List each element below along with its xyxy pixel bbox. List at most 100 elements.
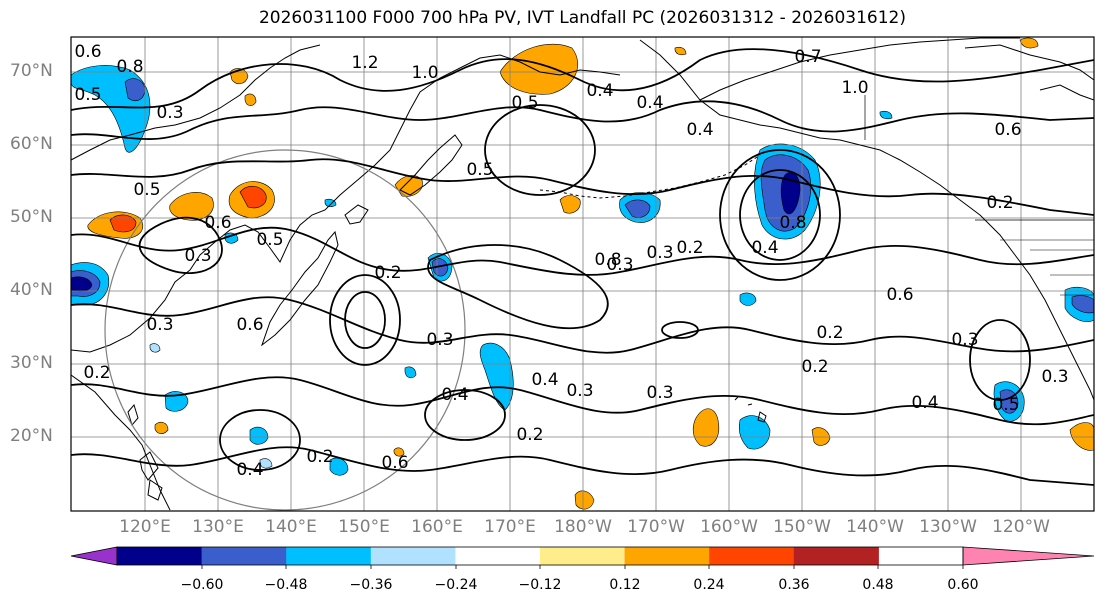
shaded-region	[259, 458, 273, 469]
shaded-region	[224, 232, 239, 244]
contour-label: 0.6	[204, 213, 231, 233]
colorbar-tick-label: 0.12	[609, 577, 641, 593]
shaded-fills	[71, 37, 1094, 510]
contour-label: 0.4	[686, 120, 713, 140]
colorbar-tick-label: 0.48	[862, 577, 894, 593]
shaded-region	[780, 171, 801, 215]
contour-label: 0.2	[816, 323, 843, 343]
colorbar-tick-label: 0.24	[693, 577, 725, 593]
contour-label: 0.5	[511, 93, 538, 113]
lon-label-130e: 130°E	[192, 517, 244, 537]
contour-label: 1.0	[841, 78, 868, 98]
gridlines	[71, 37, 1094, 511]
contour-label: 0.3	[184, 246, 211, 266]
shaded-region	[574, 490, 595, 510]
lat-label-50n: 50°N	[10, 207, 53, 227]
lon-label-150w: 150°W	[773, 517, 831, 537]
shaded-region	[879, 110, 893, 120]
shaded-region	[559, 195, 581, 214]
shaded-region	[674, 46, 687, 56]
colorbar-segment	[540, 547, 626, 565]
contour-label: 0.6	[994, 120, 1021, 140]
contour-label: 0.4	[751, 238, 778, 258]
colorbar	[70, 546, 1095, 569]
contour-label: 0.3	[426, 330, 453, 350]
contour-label: 0.3	[1041, 367, 1068, 387]
contour-label: 0.2	[83, 363, 110, 383]
contour-label: 0.3	[156, 103, 183, 123]
colorbar-segment	[793, 547, 879, 565]
contour-label: 0.5	[256, 230, 283, 250]
colorbar-segment	[455, 547, 541, 565]
colorbar-tick-label: −0.48	[264, 577, 308, 593]
shaded-region	[739, 292, 757, 306]
contour-label: 1.0	[411, 63, 438, 83]
shaded-region	[811, 427, 831, 446]
lon-label-170e: 170°E	[484, 517, 536, 537]
coastlines	[71, 37, 1094, 511]
colorbar-tick-label: 0.36	[778, 577, 810, 593]
contour-label: 0.6	[74, 42, 101, 62]
contour-label: 0.4	[911, 393, 938, 413]
shaded-region	[244, 93, 257, 106]
contour-label: 0.2	[801, 357, 828, 377]
contour-label: 0.8	[594, 250, 621, 270]
contour-label: 0.3	[146, 315, 173, 335]
colorbar-extend-min	[70, 546, 118, 566]
colorbar-segment	[624, 547, 710, 565]
contour-label: 0.2	[374, 263, 401, 283]
shaded-region	[124, 78, 146, 101]
colorbar-tick-label: −0.24	[434, 577, 478, 593]
contour-label: 0.2	[516, 425, 543, 445]
shaded-region	[154, 421, 169, 434]
contour-label: 0.3	[646, 383, 673, 403]
shaded-region	[109, 214, 137, 233]
pv-contours	[71, 48, 1094, 486]
contour-label: 0.4	[586, 81, 613, 101]
lon-label-180w: 180°W	[554, 517, 612, 537]
lon-label-140e: 140°E	[265, 517, 317, 537]
contour-label: 0.5	[992, 395, 1019, 415]
shaded-region	[149, 343, 161, 353]
colorbar-tick-label: 0.60	[947, 577, 979, 593]
plot-frame	[70, 36, 1095, 512]
colorbar-tick-label: −0.12	[518, 577, 562, 593]
contour-label: 0.8	[116, 57, 143, 77]
contour-label: 0.5	[466, 160, 493, 180]
lat-label-60n: 60°N	[10, 134, 53, 154]
lon-label-160w: 160°W	[700, 517, 758, 537]
lat-label-30n: 30°N	[10, 353, 53, 373]
shaded-region	[1071, 295, 1094, 314]
colorbar-segment	[370, 547, 456, 565]
contour-label: 0.4	[236, 460, 263, 480]
shaded-region	[738, 415, 771, 450]
great-circle	[104, 149, 466, 511]
contour-label: 0.4	[441, 385, 468, 405]
shaded-region	[169, 192, 214, 221]
contour-label: 0.5	[74, 85, 101, 105]
colorbar-tick-label: −0.36	[349, 577, 393, 593]
lat-label-20n: 20°N	[10, 426, 53, 446]
contour-label: 0.8	[779, 213, 806, 233]
lon-label-140w: 140°W	[846, 517, 904, 537]
contour-label: 0.3	[646, 243, 673, 263]
lon-label-160e: 160°E	[411, 517, 463, 537]
colorbar-segment	[117, 547, 203, 565]
lon-label-120w: 120°W	[992, 517, 1050, 537]
shaded-region	[393, 447, 405, 457]
shaded-region	[1069, 422, 1094, 451]
contour-label: 0.2	[986, 193, 1013, 213]
contour-label: 0.6	[886, 285, 913, 305]
contour-label: 0.3	[566, 381, 593, 401]
contour-label: 1.2	[351, 53, 378, 73]
colorbar-segment	[709, 547, 795, 565]
shaded-region	[404, 366, 417, 379]
contour-label: 0.6	[381, 453, 408, 473]
colorbar-segment	[201, 547, 287, 565]
contour-label: 0.7	[794, 47, 821, 67]
contour-label: 0.5	[133, 180, 160, 200]
plot-title: 2026031100 F000 700 hPa PV, IVT Landfall…	[258, 8, 906, 28]
colorbar-extend-max	[962, 546, 1095, 566]
colorbar-segment	[286, 547, 372, 565]
